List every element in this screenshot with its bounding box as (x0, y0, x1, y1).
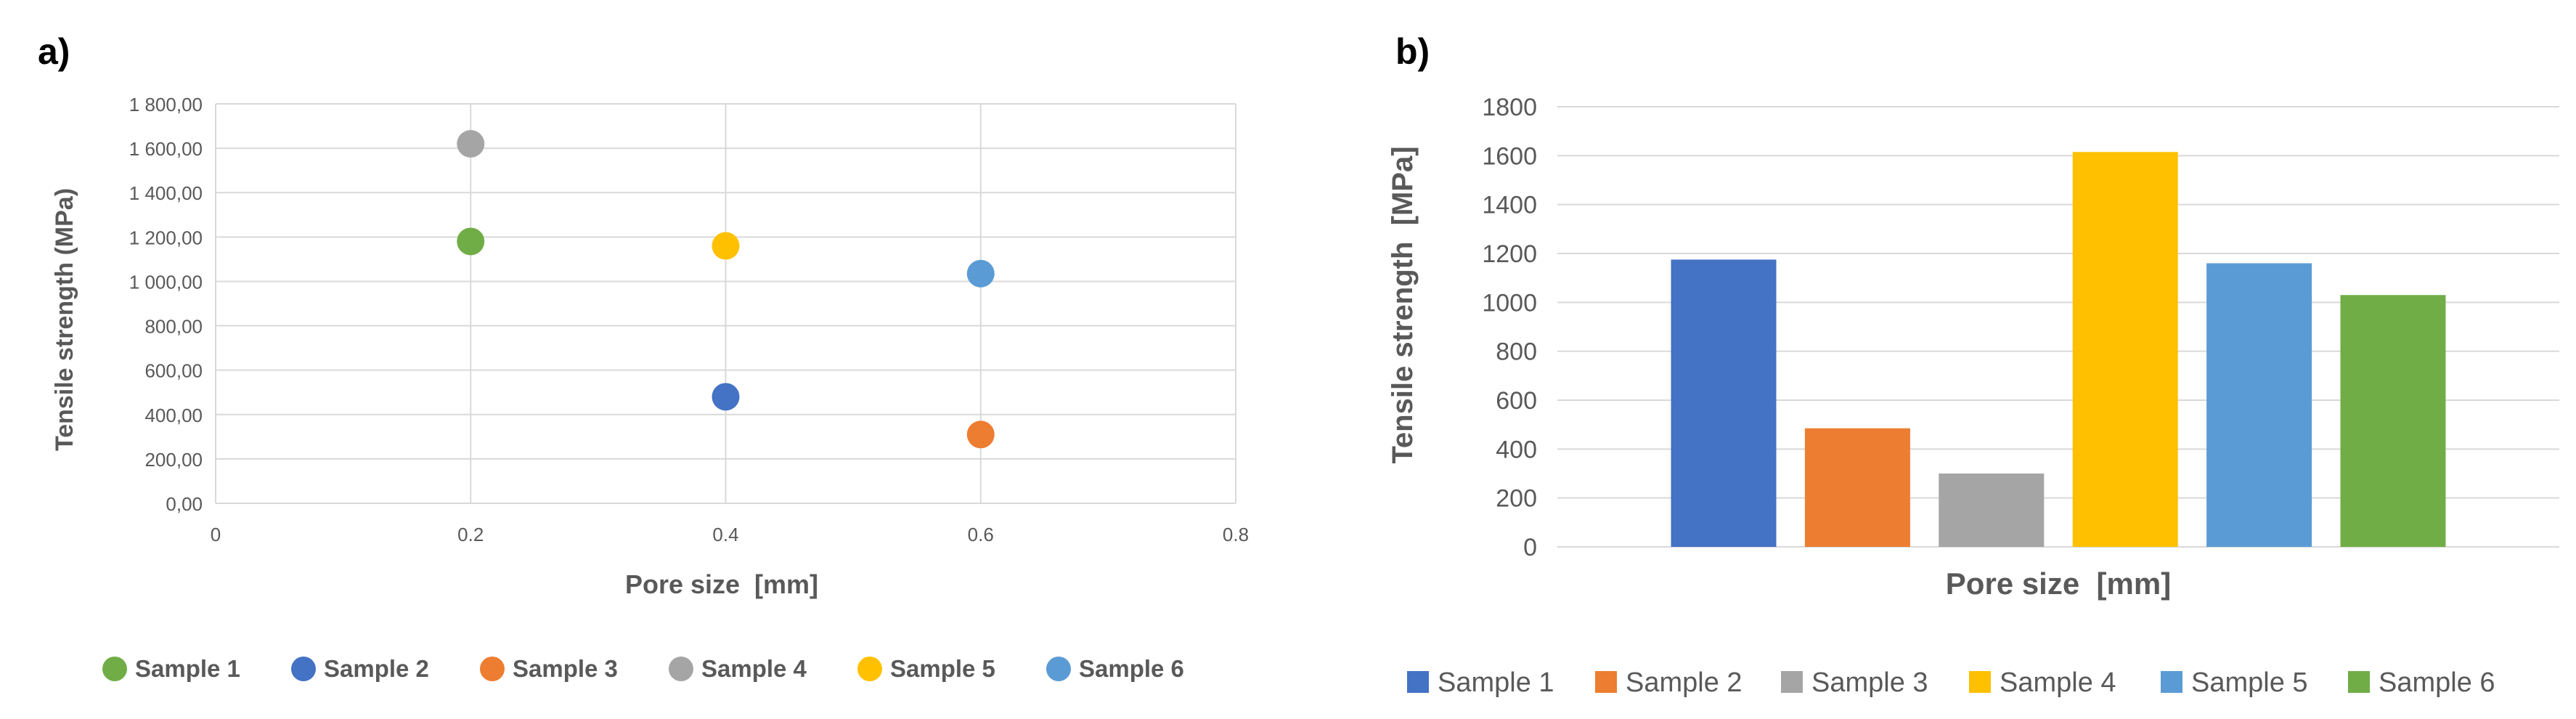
panel-b-bars (1671, 152, 2446, 548)
y-tick-label: 400,00 (144, 405, 203, 426)
y-tick-label: 1000 (1482, 289, 1537, 317)
legend-item-sample-3: Sample 3 (480, 655, 618, 682)
legend-item-sample-1: Sample 1 (1407, 667, 1554, 698)
y-tick-label: 1600 (1482, 142, 1537, 170)
legend-item-sample-5: Sample 5 (2161, 667, 2308, 698)
y-tick-label: 800 (1496, 338, 1537, 366)
x-tick-label: 0.6 (968, 524, 994, 545)
legend-label: Sample 6 (2379, 667, 2495, 698)
y-tick-label: 1400 (1482, 192, 1537, 219)
data-point-sample-1 (457, 227, 485, 256)
legend-marker (1046, 657, 1071, 681)
legend-item-sample-4: Sample 4 (669, 655, 807, 682)
y-tick-label: 600 (1496, 387, 1537, 415)
legend-label: Sample 2 (324, 655, 429, 682)
panel-b-y-axis-title: Tensile strength [MPa] (1387, 146, 1419, 463)
legend-item-sample-3: Sample 3 (1781, 667, 1928, 698)
legend-label: Sample 5 (890, 655, 995, 682)
panel-a-y-axis-title: Tensile strength (MPa) (51, 188, 78, 451)
data-point-sample-2 (712, 383, 740, 411)
panel-b-y-tick-labels: 0 200 400 600 800 1000 1200 1400 1600 1800 (1482, 94, 1537, 561)
x-tick-label: 0.2 (457, 524, 484, 545)
legend-label: Sample 2 (1626, 667, 1743, 698)
y-tick-label: 800,00 (144, 316, 203, 338)
x-tick-label: 0 (211, 524, 221, 545)
y-tick-label: 1 600,00 (129, 138, 203, 160)
legend-item-sample-6: Sample 6 (1046, 655, 1184, 682)
y-tick-label: 0,00 (166, 493, 203, 515)
panel-b-label: b) (1395, 31, 1430, 72)
x-tick-label: 0.4 (712, 524, 738, 545)
data-point-sample-4 (457, 130, 485, 158)
x-tick-label: 0.8 (1223, 524, 1249, 545)
legend-marker (480, 657, 505, 681)
y-tick-label: 1 000,00 (129, 271, 203, 293)
panel-a-label: a) (38, 31, 70, 72)
legend-marker (291, 657, 316, 681)
bar-sample-6 (2340, 295, 2446, 547)
legend-swatch (2348, 671, 2370, 693)
legend-marker (102, 657, 127, 681)
legend-item-sample-5: Sample 5 (857, 655, 995, 682)
y-tick-label: 1 400,00 (129, 182, 203, 204)
legend-item-sample-1: Sample 1 (102, 655, 240, 682)
panel-a-gridlines (215, 103, 1236, 504)
bar-sample-2 (1804, 428, 1910, 547)
y-tick-label: 1 200,00 (129, 227, 203, 248)
data-point-sample-5 (712, 232, 740, 260)
bar-sample-1 (1671, 259, 1777, 547)
y-tick-label: 1800 (1482, 94, 1537, 121)
legend-label: Sample 3 (513, 655, 618, 682)
y-tick-label: 200 (1496, 485, 1537, 513)
panel-a-data-points (457, 130, 995, 449)
legend-item-sample-4: Sample 4 (1969, 667, 2116, 698)
bar-sample-4 (2072, 152, 2178, 548)
panel-b-bar-chart: b) 0 200 400 600 800 1000 1200 1400 1600 1800 Ten… (1387, 31, 2559, 698)
y-tick-label: 600,00 (144, 360, 203, 382)
legend-label: Sample 1 (135, 655, 240, 682)
panel-a-y-tick-labels: 0,00 200,00 400,00 600,00 800,00 1 000,00 1 20… (129, 94, 203, 515)
legend-label: Sample 3 (1811, 667, 1928, 698)
y-tick-label: 400 (1496, 436, 1537, 463)
panel-a-legend: Sample 1 Sample 2 Sample 3 Sample 4 Sample 5… (102, 655, 1184, 682)
legend-marker (669, 657, 693, 681)
panel-b-x-axis-title: Pore size [mm] (1946, 566, 2171, 601)
y-tick-label: 200,00 (144, 449, 203, 471)
legend-swatch (1969, 671, 1991, 693)
y-tick-label: 1200 (1482, 240, 1537, 268)
legend-item-sample-6: Sample 6 (2348, 667, 2495, 698)
data-point-sample-6 (966, 259, 995, 288)
bar-sample-5 (2206, 263, 2312, 547)
legend-label: Sample 4 (2000, 667, 2116, 698)
panel-b-legend: Sample 1 Sample 2 Sample 3 Sample 4 Sample 5… (1407, 667, 2495, 698)
y-tick-label: 0 (1523, 534, 1537, 561)
panel-a-x-axis-title: Pore size [mm] (625, 569, 818, 599)
legend-label: Sample 1 (1438, 667, 1554, 698)
y-tick-label: 1 800,00 (129, 94, 203, 115)
legend-swatch (1595, 671, 1617, 693)
legend-item-sample-2: Sample 2 (291, 655, 429, 682)
data-point-sample-3 (966, 421, 995, 449)
legend-swatch (2161, 671, 2182, 693)
legend-label: Sample 5 (2191, 667, 2308, 698)
legend-swatch (1781, 671, 1803, 693)
legend-label: Sample 6 (1079, 655, 1184, 682)
legend-swatch (1407, 671, 1429, 693)
legend-marker (857, 657, 882, 681)
panel-a-x-tick-labels: 0 0.2 0.4 0.6 0.8 (211, 524, 1249, 545)
legend-label: Sample 4 (701, 655, 807, 682)
panel-a-scatter-chart: a) 0,00 200,00 400,00 600,00 800,00 1 000,00 1… (38, 31, 1249, 682)
bar-sample-3 (1939, 474, 2045, 547)
legend-item-sample-2: Sample 2 (1595, 667, 1743, 698)
